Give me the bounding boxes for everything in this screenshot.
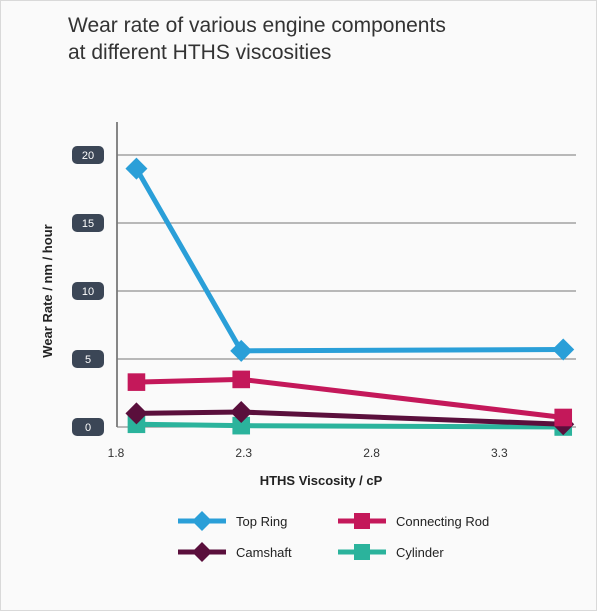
legend-item-cylinder: Cylinder (338, 544, 444, 560)
x-axis-title: HTHS Viscosity / cP (260, 473, 383, 488)
legend-label: Cylinder (396, 545, 444, 560)
legend-label: Connecting Rod (396, 514, 489, 529)
legend-label: Top Ring (236, 514, 287, 529)
series-line-cylinder (136, 421, 564, 430)
y-axis-title: Wear Rate / nm / hour (40, 224, 55, 357)
series-camshaft (125, 401, 575, 436)
legend-marker (192, 542, 212, 562)
series-connecting-rod (127, 370, 573, 427)
legend-marker (192, 511, 212, 531)
y-tick-label: 0 (85, 422, 91, 434)
y-axis-ticks: 0 5 10 15 20 (72, 146, 104, 436)
data-point-camshaft (230, 401, 253, 424)
chart-title-line-1: Wear rate of various engine components (68, 14, 446, 37)
y-tick-badge (72, 146, 104, 164)
y-tick-label: 5 (85, 354, 91, 366)
y-tick-badge (72, 350, 104, 368)
data-point-top-ring (230, 339, 253, 362)
legend-item-connecting-rod: Connecting Rod (338, 513, 489, 529)
y-tick-badge (72, 214, 104, 232)
x-tick-label: 2.8 (363, 446, 380, 460)
chart-title: Wear rate of various engine components a… (68, 12, 528, 66)
x-axis-ticks: 1.8 2.3 2.8 3.3 (108, 446, 508, 460)
x-tick-label: 1.8 (108, 446, 125, 460)
legend-marker (354, 544, 370, 560)
y-tick-label: 20 (82, 150, 94, 162)
legend-item-top-ring: Top Ring (178, 511, 287, 531)
x-tick-label: 2.3 (235, 446, 252, 460)
series-line-top-ring (134, 167, 564, 354)
x-tick-label: 3.3 (491, 446, 508, 460)
legend-item-camshaft: Camshaft (178, 542, 292, 562)
data-point-connecting-rod (232, 370, 251, 389)
y-tick-badge (72, 282, 104, 300)
data-point-cylinder (232, 416, 251, 435)
chart-title-line-2: at different HTHS viscosities (68, 41, 332, 64)
data-point-camshaft (125, 402, 148, 425)
data-point-top-ring (552, 338, 575, 361)
series-layer (125, 157, 575, 436)
legend-marker (354, 513, 370, 529)
data-point-top-ring (125, 157, 148, 180)
y-tick-label: 15 (82, 218, 94, 230)
legend: Top Ring Connecting Rod Camshaft Cylinder (178, 511, 489, 562)
series-line-camshaft (136, 409, 564, 427)
y-tick-label: 10 (82, 286, 94, 298)
legend-label: Camshaft (236, 545, 292, 560)
series-top-ring (125, 157, 575, 362)
y-tick-badge (72, 418, 104, 436)
data-point-connecting-rod (554, 408, 573, 427)
data-point-connecting-rod (127, 373, 146, 391)
